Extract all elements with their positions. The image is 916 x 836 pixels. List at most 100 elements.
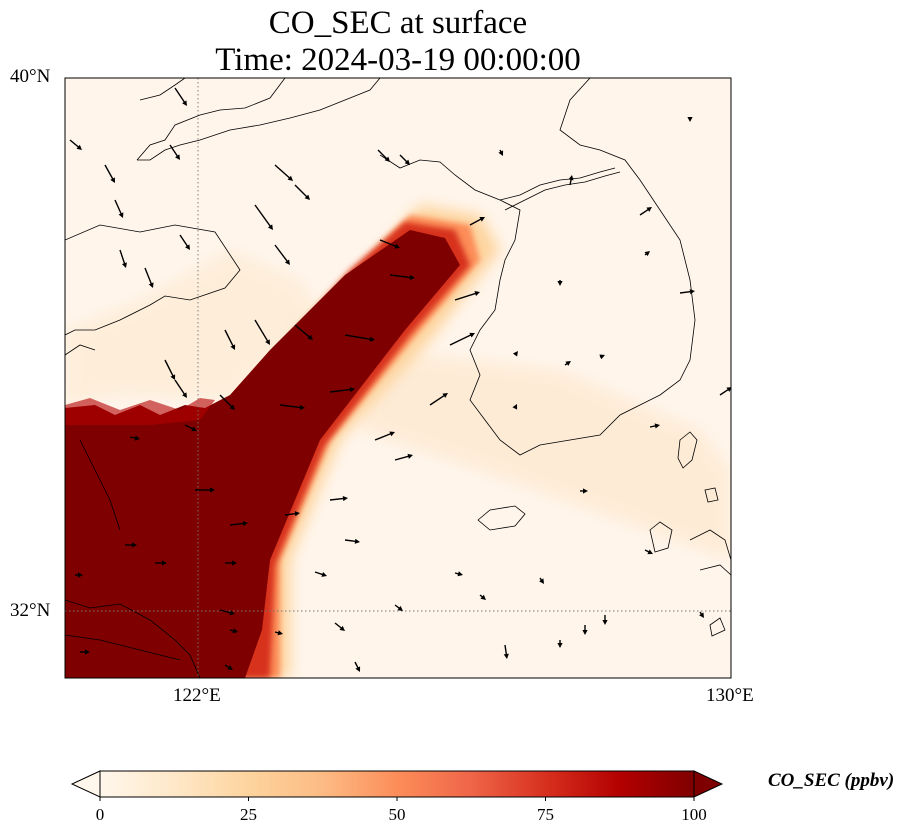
wind-vector-head	[78, 572, 83, 578]
wind-vector-head	[229, 404, 235, 410]
gridlines	[65, 78, 731, 678]
korea-dmz-line-1	[499, 167, 616, 201]
wind-vector-head	[457, 571, 463, 577]
co-sec-field	[65, 205, 731, 678]
colorbar-extend-low	[70, 770, 101, 798]
colorbar-tick-label: 50	[388, 805, 406, 824]
wind-vector-head	[162, 560, 167, 566]
wind-vector-head	[287, 175, 293, 181]
wind-vector-shaft	[144, 267, 153, 286]
wind-vector-head	[118, 212, 124, 218]
wind-vector-head	[389, 431, 395, 437]
wind-vector-head	[479, 217, 485, 222]
wind-vector-shaft	[164, 359, 175, 378]
wind-vector-head	[602, 620, 608, 625]
wind-vector-head	[121, 262, 127, 268]
lat-tick-label: 32°N	[10, 600, 51, 621]
wind-vector-head	[191, 426, 197, 432]
wind-vector-shaft	[679, 290, 693, 294]
wind-vector-shaft	[377, 149, 389, 161]
colorbar-tick-label: 75	[537, 805, 554, 824]
wind-vector-shaft	[69, 139, 81, 149]
coast-jeju	[477, 505, 526, 531]
wind-vector-shaft	[219, 609, 233, 614]
wind-vector-head	[321, 571, 327, 577]
field-band-red	[220, 222, 470, 678]
colorbar-tick-label: 25	[240, 805, 257, 824]
wind-vector-head	[503, 653, 509, 659]
wind-vector-shaft	[469, 217, 483, 226]
colorbar-extend-high	[693, 770, 724, 798]
wind-vector-head	[182, 100, 187, 106]
wind-vector-head	[583, 488, 588, 494]
coast-island-b	[649, 521, 673, 553]
wind-vector-head	[512, 351, 518, 357]
wind-vector-head	[568, 175, 574, 181]
wind-vector-head	[307, 334, 313, 340]
wind-vector-head	[646, 207, 652, 212]
wind-vector-head	[404, 159, 410, 165]
field-light-haze-east	[360, 350, 731, 560]
coastlines	[65, 78, 731, 678]
wind-vector-head	[512, 404, 518, 410]
wind-vector-head	[148, 282, 154, 288]
wind-vector-shaft	[374, 432, 393, 441]
wind-vector-head	[230, 344, 236, 350]
wind-vector-head	[284, 259, 290, 265]
wind-vector-shaft	[429, 394, 446, 406]
wind-vector-head	[557, 643, 563, 648]
field-band-orange	[228, 215, 480, 678]
coast-island-c	[709, 617, 726, 637]
wind-vector-head	[76, 144, 82, 150]
colorbar-tick-marks	[99, 797, 695, 801]
colorbar-gradient	[100, 771, 694, 797]
map-title: CO_SEC at surface	[268, 5, 528, 41]
wind-vector-shaft	[284, 512, 298, 516]
coast-yangtze	[65, 599, 201, 678]
field-band-orange-light	[230, 205, 500, 678]
wind-vector-head	[689, 289, 695, 295]
wind-vector-head	[265, 339, 270, 345]
river-line	[79, 439, 121, 531]
coast-tsushima	[677, 431, 698, 469]
wind-vector-head	[644, 251, 650, 257]
wind-vector-shaft	[119, 249, 126, 266]
coast-korea	[379, 78, 696, 456]
wind-vector-head	[687, 117, 693, 122]
wind-vector-shaft	[219, 394, 234, 409]
wind-vector-head	[409, 274, 415, 280]
wind-vector-head	[85, 649, 90, 655]
wind-vectors	[69, 87, 731, 672]
wind-vector-head	[182, 392, 187, 398]
wind-vector-head	[232, 560, 237, 566]
coast-island-a	[704, 487, 719, 503]
wind-vector-shaft	[389, 274, 413, 279]
wind-vector-head	[394, 243, 400, 249]
map-frame	[64, 77, 732, 679]
wind-vector-head	[498, 150, 504, 156]
wind-vector-shaft	[294, 184, 309, 199]
wind-vector-head	[469, 332, 475, 338]
wind-vector-head	[227, 665, 233, 670]
wind-vector-head	[210, 487, 215, 493]
wind-vector-shaft	[329, 388, 353, 393]
wind-vector-head	[185, 244, 190, 250]
wind-vector-head	[647, 549, 653, 555]
coast-bohai-north	[136, 78, 286, 161]
wind-vector-head	[480, 594, 486, 600]
wind-vector-head	[267, 224, 273, 230]
wind-vector-head	[242, 520, 248, 527]
wind-vector-head	[339, 625, 345, 631]
wind-vector-head	[557, 281, 563, 286]
wind-vector-head	[170, 374, 176, 380]
lon-tick-label: 130°E	[706, 685, 754, 706]
colorbar-tick-label: 100	[681, 805, 707, 824]
wind-vector-head	[407, 453, 413, 459]
map-area	[65, 78, 731, 678]
wind-vector-head	[599, 354, 605, 360]
coast-fragment	[65, 344, 96, 356]
coast-bohai-upper	[139, 78, 186, 101]
wind-vector-shaft	[224, 329, 235, 348]
wind-vector-head	[342, 495, 348, 502]
